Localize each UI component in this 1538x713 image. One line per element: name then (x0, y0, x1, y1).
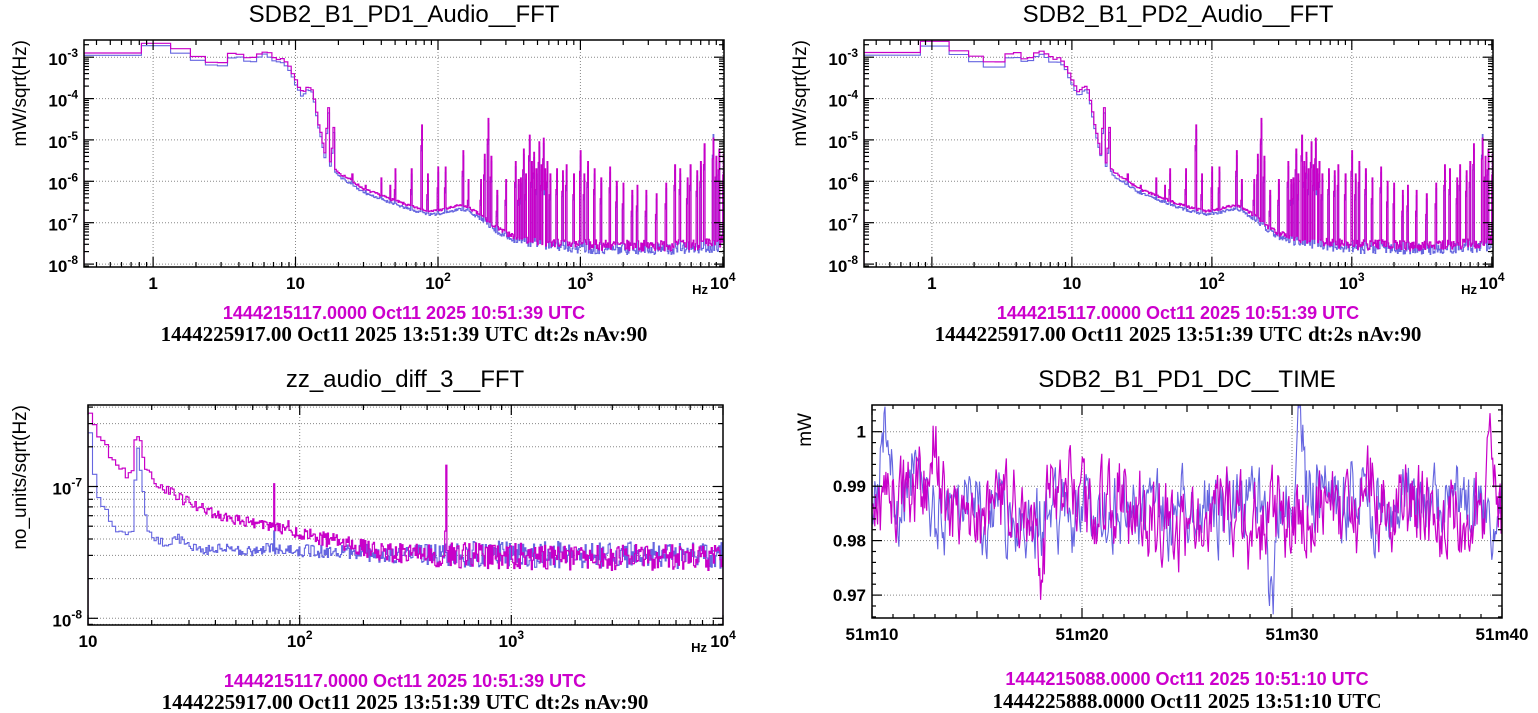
svg-text:10-8: 10-8 (52, 607, 82, 630)
svg-text:1: 1 (927, 274, 936, 293)
svg-text:10: 10 (79, 632, 98, 651)
chart-title: SDB2_B1_PD1_Audio__FFT (248, 1, 560, 28)
svg-text:102: 102 (1199, 270, 1225, 293)
svg-text:10: 10 (286, 274, 305, 293)
svg-text:10-4: 10-4 (828, 88, 858, 111)
frame-gps-timestamp: 1444225917.00 Oct11 2025 13:51:39 UTC dt… (160, 322, 648, 346)
y-axis-unit-text: mW/sqrt(Hz) (10, 40, 31, 147)
y-axis-unit-text: no_units/sqrt(Hz) (10, 405, 31, 550)
chart-title: zz_audio_diff_3__FFT (285, 366, 525, 393)
panel-zz-audio-diff-3-fft: 10 102 103 104 10-7 10-8 Hz zz_audio_diff_3__F… (0, 356, 769, 713)
svg-text:10-7: 10-7 (52, 476, 82, 499)
svg-text:1: 1 (148, 274, 157, 293)
svg-text:103: 103 (568, 270, 594, 293)
panel-sdb2-b1-pd1-dc-time: 51m10 51m20 51m30 51m40 1 0.99 0.98 0.97 SDB2_B… (769, 356, 1538, 713)
svg-text:10-8: 10-8 (828, 253, 858, 276)
panel-sdb2-b1-pd1-audio-fft: 1 10 102 103 104 10-3 10-4 10-5 10-6 10-7 10-8 Hz S… (0, 0, 769, 356)
cursor-gps-timestamp: 1444215117.0000 Oct11 2025 10:51:39 UTC (223, 671, 587, 691)
svg-text:10-7: 10-7 (828, 212, 858, 235)
svg-text:51m10: 51m10 (846, 625, 899, 644)
chart-title: SDB2_B1_PD1_DC__TIME (1038, 366, 1336, 393)
cursor-gps-timestamp: 1444215117.0000 Oct11 2025 10:51:39 UTC (222, 303, 586, 323)
svg-text:0.98: 0.98 (833, 532, 866, 551)
svg-text:104: 104 (1479, 270, 1505, 293)
svg-text:Hz: Hz (692, 282, 708, 297)
y-axis-unit-label: mW/sqrt(Hz) (790, 40, 897, 147)
cursor-gps-timestamp: 1444215117.0000 Oct11 2025 10:51:39 UTC (996, 303, 1360, 323)
svg-text:104: 104 (710, 628, 736, 651)
frame-gps-timestamp: 1444225888.0000 Oct11 2025 13:51:10 UTC (992, 689, 1382, 713)
svg-text:102: 102 (287, 628, 313, 651)
svg-text:10-4: 10-4 (48, 88, 78, 111)
svg-text:10-6: 10-6 (48, 170, 78, 193)
svg-text:102: 102 (425, 270, 451, 293)
y-axis-unit-label: no_units/sqrt(Hz) (10, 405, 155, 550)
svg-text:51m20: 51m20 (1056, 625, 1109, 644)
svg-text:10-3: 10-3 (48, 46, 78, 69)
fft-plot-canvas: 1 10 102 103 104 10-3 10-4 10-5 10-6 10-7 10-8 Hz (48, 39, 736, 297)
svg-text:104: 104 (710, 270, 736, 293)
svg-text:10-7: 10-7 (48, 212, 78, 235)
svg-text:10-6: 10-6 (828, 170, 858, 193)
svg-text:103: 103 (498, 628, 524, 651)
y-axis-unit-label: mW (795, 413, 829, 447)
svg-text:10-5: 10-5 (828, 129, 858, 152)
fft-plot-canvas: 1 10 102 103 104 10-3 10-4 10-5 10-6 10-7 10-8 Hz (828, 39, 1505, 297)
svg-text:0.97: 0.97 (833, 586, 866, 605)
svg-text:51m40: 51m40 (1476, 625, 1529, 644)
y-axis-unit-label: mW/sqrt(Hz) (10, 40, 117, 147)
svg-text:10: 10 (1062, 274, 1081, 293)
svg-text:Hz: Hz (1461, 282, 1477, 297)
time-plot-canvas: 51m10 51m20 51m30 51m40 1 0.99 0.98 0.97 (833, 404, 1529, 644)
chart-title: SDB2_B1_PD2_Audio__FFT (1022, 1, 1334, 28)
cursor-gps-timestamp: 1444215088.0000 Oct11 2025 10:51:10 UTC (1005, 669, 1369, 689)
svg-text:0.99: 0.99 (833, 477, 866, 496)
svg-text:Hz: Hz (691, 640, 707, 655)
y-axis-unit-text: mW/sqrt(Hz) (790, 40, 811, 147)
frame-gps-timestamp: 1444225917.00 Oct11 2025 13:51:39 UTC dt… (161, 690, 649, 713)
svg-text:1: 1 (857, 423, 866, 442)
svg-text:10-8: 10-8 (48, 253, 78, 276)
svg-text:10-5: 10-5 (48, 129, 78, 152)
svg-text:51m30: 51m30 (1266, 625, 1319, 644)
panel-sdb2-b1-pd2-audio-fft: 1 10 102 103 104 10-3 10-4 10-5 10-6 10-7 10-8 Hz S… (769, 0, 1538, 356)
svg-text:103: 103 (1339, 270, 1365, 293)
fft-plot-canvas: 10 102 103 104 10-7 10-8 Hz (52, 404, 736, 655)
frame-gps-timestamp: 1444225917.00 Oct11 2025 13:51:39 UTC dt… (934, 322, 1422, 346)
svg-text:10-3: 10-3 (828, 46, 858, 69)
y-axis-unit-text: mW (795, 413, 816, 447)
